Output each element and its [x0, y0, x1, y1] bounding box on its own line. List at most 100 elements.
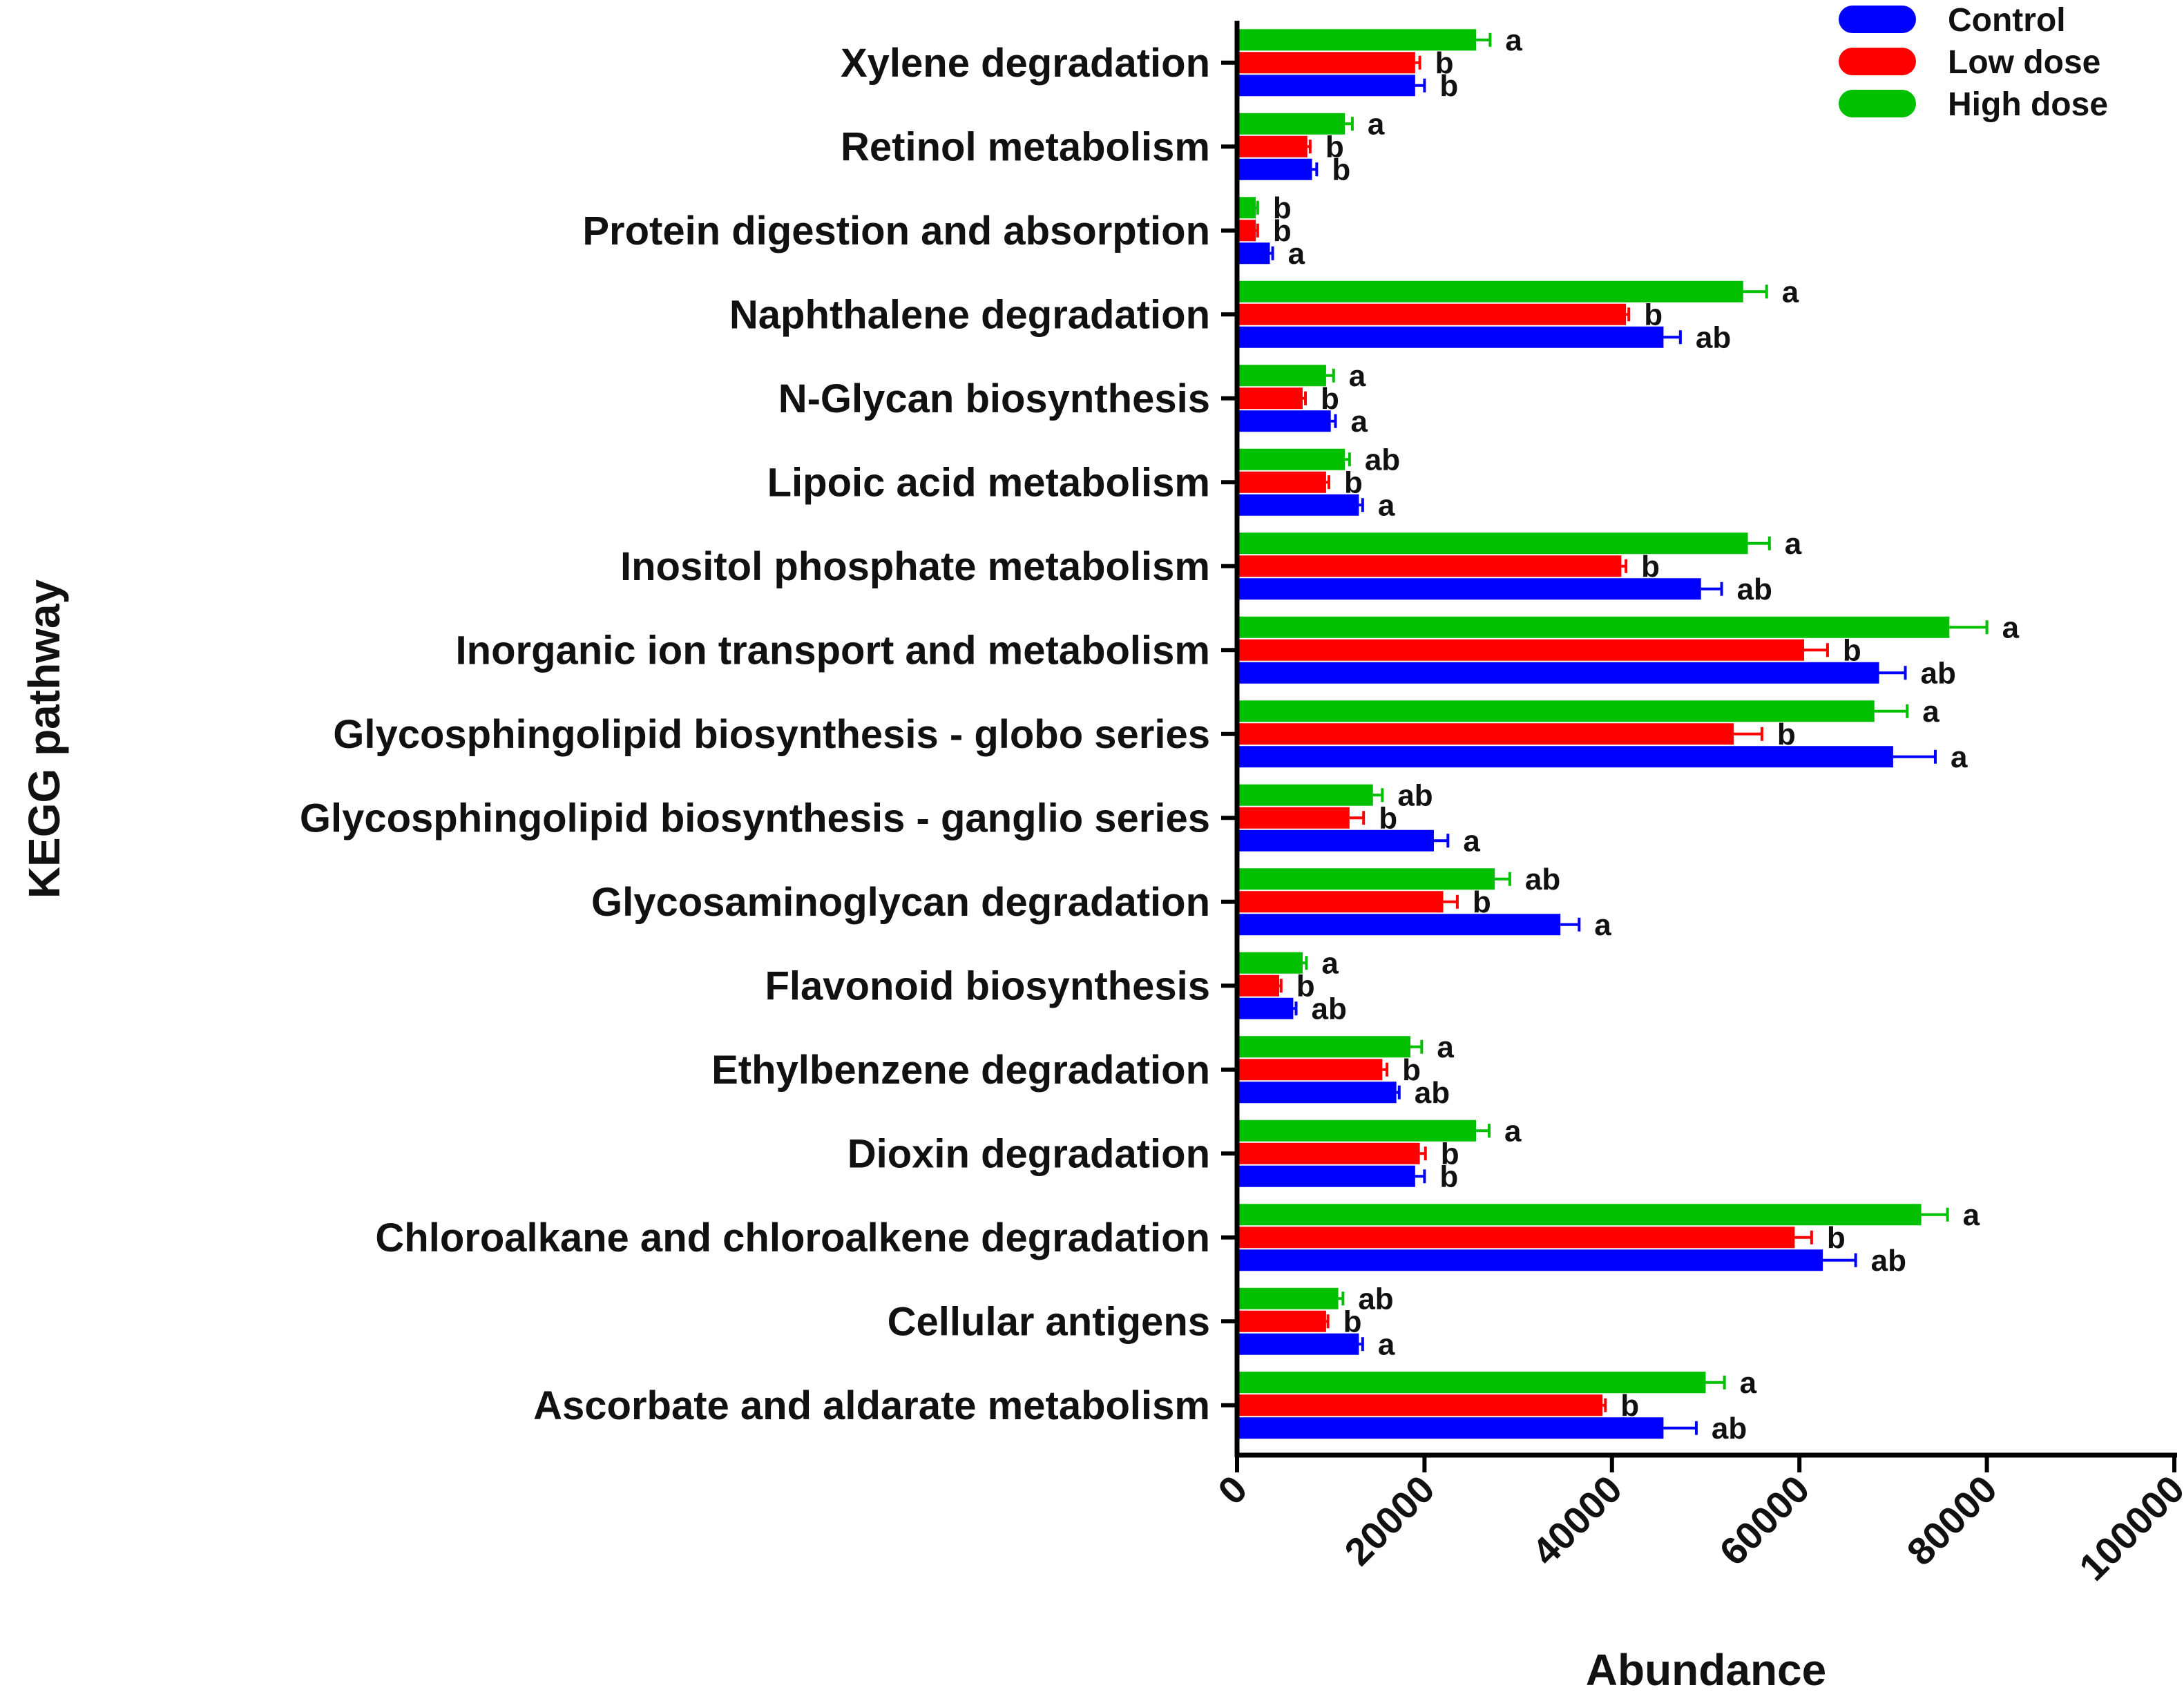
significance-label: b [1777, 718, 1796, 751]
bar-low-dose [1237, 1394, 1603, 1416]
bar-low-dose [1237, 639, 1804, 661]
significance-label: b [1343, 1305, 1362, 1338]
legend-swatch [1839, 6, 1916, 33]
category-label: Glycosphingolipid biosynthesis - ganglio… [300, 796, 1210, 840]
category-label: Retinol metabolism [841, 124, 1210, 169]
bar-high-dose [1237, 616, 1950, 638]
significance-label: a [1349, 359, 1366, 393]
significance-label: b [1620, 1389, 1639, 1423]
bar-control [1237, 997, 1294, 1019]
significance-label: b [1402, 1053, 1421, 1087]
bar-low-dose [1237, 807, 1350, 829]
significance-label: b [1641, 550, 1660, 584]
significance-label: a [1922, 695, 1939, 729]
category-label: Naphthalene degradation [729, 292, 1210, 337]
category-label: Lipoic acid metabolism [767, 460, 1210, 505]
significance-label: b [1321, 382, 1339, 416]
bar-high-dose [1237, 1287, 1339, 1309]
significance-label: b [1332, 153, 1350, 186]
legend-swatch [1839, 48, 1916, 75]
significance-label: ab [1921, 656, 1956, 690]
significance-label: b [1344, 465, 1363, 499]
bar-low-dose [1237, 1142, 1420, 1164]
significance-label: ab [1365, 443, 1400, 477]
x-tick-label: 100000 [2071, 1467, 2184, 1589]
x-tick-label: 40000 [1524, 1467, 1631, 1574]
significance-label: a [1740, 1366, 1757, 1400]
bar-control [1237, 1082, 1397, 1104]
bar-control [1237, 1249, 1823, 1271]
significance-label: b [1435, 46, 1454, 80]
bar-low-dose [1237, 135, 1307, 157]
bar-high-dose [1237, 1372, 1706, 1394]
axes [1221, 21, 2177, 1472]
significance-label: a [1504, 1114, 1522, 1148]
bar-low-dose [1237, 303, 1627, 325]
category-label: Inorganic ion transport and metabolism [456, 628, 1210, 673]
bar-high-dose [1237, 1036, 1411, 1058]
significance-label: a [1378, 488, 1395, 522]
y-axis-title: KEGG pathway [19, 579, 69, 898]
significance-label: a [1782, 275, 1799, 309]
significance-label: b [1843, 633, 1861, 667]
bar-high-dose [1237, 280, 1743, 302]
bar-control [1237, 1417, 1664, 1439]
significance-label: a [1350, 405, 1368, 439]
category-label: N-Glycan biosynthesis [778, 376, 1210, 421]
bar-control [1237, 75, 1415, 97]
category-label: Ascorbate and aldarate metabolism [533, 1383, 1210, 1428]
significance-label: ab [1737, 573, 1772, 606]
bar-low-dose [1237, 52, 1415, 74]
significance-label: b [1644, 298, 1663, 331]
significance-label: b [1325, 130, 1344, 164]
significance-label: b [1379, 801, 1397, 835]
significance-label: ab [1311, 992, 1346, 1026]
category-label: Chloroalkane and chloroalkene degradatio… [375, 1215, 1210, 1260]
significance-label: a [1437, 1030, 1454, 1064]
bar-low-dose [1237, 555, 1622, 577]
significance-label: ab [1525, 863, 1560, 896]
bar-control [1237, 746, 1893, 768]
category-label: Xylene degradation [841, 41, 1210, 86]
bar-low-dose [1237, 1059, 1383, 1081]
significance-label: b [1296, 969, 1315, 1003]
bar-high-dose [1237, 448, 1345, 470]
significance-label: b [1439, 1160, 1458, 1193]
significance-label: a [1368, 107, 1385, 141]
bar-control [1237, 410, 1331, 432]
bar-control [1237, 1333, 1359, 1355]
bar-high-dose [1237, 365, 1326, 387]
bar-low-dose [1237, 891, 1444, 913]
bar-low-dose [1237, 974, 1280, 997]
bar-control [1237, 662, 1879, 684]
legend-label: Control [1948, 2, 2066, 39]
significance-label: ab [1696, 320, 1731, 354]
bar-low-dose [1237, 723, 1734, 745]
x-axis-title: Abundance [1586, 1645, 1826, 1695]
bar-high-dose [1237, 784, 1373, 806]
legend-swatch [1839, 90, 1916, 117]
significance-label: a [1288, 237, 1305, 271]
x-tick-label: 60000 [1711, 1467, 1818, 1574]
bar-control [1237, 914, 1561, 936]
category-label: Ethylbenzene degradation [711, 1048, 1210, 1093]
legend-label: High dose [1948, 86, 2108, 123]
significance-label: a [1321, 946, 1339, 980]
category-label: Glycosaminoglycan degradation [591, 880, 1210, 925]
bars-layer: abbabbbbaabababaabbaabababababaabbaabbaa… [1237, 23, 2020, 1445]
bar-high-dose [1237, 197, 1256, 219]
category-label: Inositol phosphate metabolism [620, 544, 1210, 589]
x-tick-labels: 0 20000 40000 60000 80000 100000 [1209, 1467, 2184, 1589]
bar-high-dose [1237, 868, 1495, 890]
bar-high-dose [1237, 532, 1748, 555]
significance-label: b [1273, 214, 1292, 248]
significance-label: a [1463, 824, 1480, 858]
significance-label: ab [1397, 778, 1433, 812]
significance-label: a [1951, 740, 1968, 774]
category-label: Glycosphingolipid biosynthesis - globo s… [333, 712, 1210, 757]
significance-label: ab [1871, 1244, 1906, 1278]
bar-high-dose [1237, 1204, 1922, 1226]
x-tick-label: 80000 [1898, 1467, 2005, 1574]
bar-low-dose [1237, 220, 1256, 242]
